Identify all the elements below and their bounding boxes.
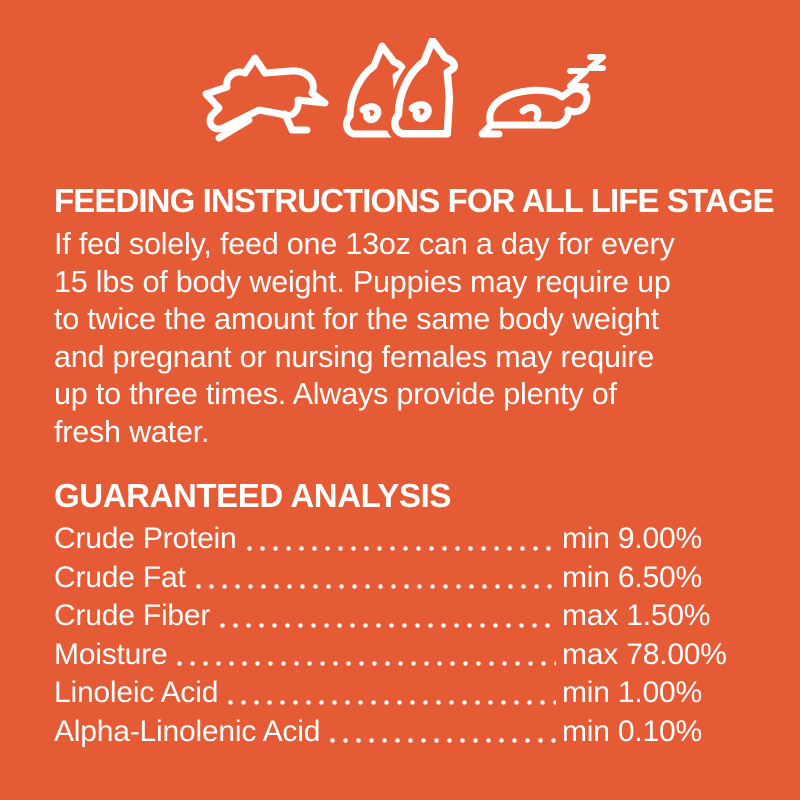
analysis-row: Moisture max 78.00% (54, 636, 756, 675)
nutrient-value: min 9.00% (562, 522, 702, 555)
nutrient-value: max 1.50% (562, 599, 711, 632)
analysis-row: Crude Protein min 9.00% (54, 520, 756, 559)
nutrient-value: min 0.10% (562, 714, 702, 748)
nutrient-label: Crude Protein (54, 522, 237, 555)
feeding-text-line: If fed solely, feed one 13oz can a day f… (54, 227, 675, 261)
analysis-row-lead: Crude Fat (54, 559, 562, 598)
analysis-row: Linoleic Acid min 1.00% (54, 674, 756, 713)
nutrient-label: Crude Fat (54, 560, 186, 594)
feeding-text-line: up to three times. Always provide plenty… (54, 377, 617, 411)
feeding-title: FEEDING INSTRUCTIONS FOR ALL LIFE STAGE (54, 182, 775, 219)
analysis-row-lead: Alpha-Linolenic Acid (54, 713, 562, 752)
dot-leader (330, 738, 556, 743)
nutrient-value: max 78.00% (562, 637, 727, 671)
dot-leader (228, 699, 556, 705)
dot-leader (177, 661, 556, 666)
dot-leader (195, 584, 556, 589)
feeding-text-line: fresh water. (54, 414, 210, 449)
analysis-row-lead: Linoleic Acid (54, 674, 562, 713)
sleep-z-large-icon (566, 68, 589, 89)
analysis-row-lead: Crude Protein (54, 520, 562, 559)
feeding-text-line: 15 lbs of body weight. Puppies may requi… (54, 264, 671, 299)
analysis-row-lead: Crude Fiber (54, 597, 562, 636)
sleep-z-small-icon (586, 54, 606, 71)
analysis-row-lead: Moisture (54, 636, 562, 675)
nutrient-label: Alpha-Linolenic Acid (54, 714, 321, 748)
feeding-text-line: to twice the amount for the same body we… (54, 302, 659, 336)
nutrient-value: min 1.00% (562, 676, 702, 709)
sleeping-dog-icon (478, 54, 606, 138)
feeding-instructions: If fed solely, feed one 13oz can a day f… (54, 226, 756, 451)
dog-icons-row (54, 38, 756, 142)
nutrient-label: Moisture (54, 637, 168, 671)
dot-leader (246, 545, 556, 551)
analysis-row: Crude Fat min 6.50% (54, 559, 756, 598)
nutrient-value: min 6.50% (562, 560, 702, 594)
dot-leader (220, 622, 556, 628)
sitting-dogs-icon (342, 38, 463, 142)
feeding-text-line: and pregnant or nursing females may requ… (54, 339, 655, 374)
sitting-dog-front (385, 38, 463, 142)
analysis-row: Alpha-Linolenic Acid min 0.10% (54, 713, 756, 752)
sitting-dog-back (342, 42, 406, 138)
analysis-row: Crude Fiber max 1.50% (54, 597, 756, 636)
nutrient-label: Linoleic Acid (54, 676, 219, 709)
running-dog-icon (202, 54, 328, 142)
nutrient-label: Crude Fiber (54, 599, 211, 632)
analysis-table: Crude Protein min 9.00% Crude Fat min 6.50%… (54, 520, 756, 751)
analysis-title: GUARANTEED ANALYSIS (54, 477, 452, 514)
